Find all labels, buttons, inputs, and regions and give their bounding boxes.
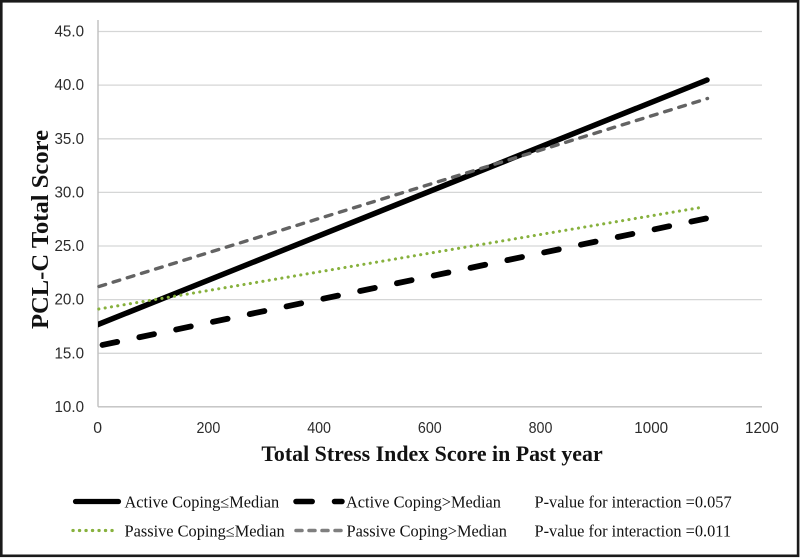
svg-text:400: 400 bbox=[307, 420, 331, 437]
svg-text:15.0: 15.0 bbox=[55, 345, 85, 362]
svg-text:10.0: 10.0 bbox=[55, 399, 85, 416]
svg-text:1000: 1000 bbox=[634, 420, 668, 437]
svg-text:35.0: 35.0 bbox=[55, 131, 85, 148]
svg-text:25.0: 25.0 bbox=[55, 238, 85, 255]
svg-text:200: 200 bbox=[197, 420, 221, 437]
svg-text:20.0: 20.0 bbox=[55, 292, 85, 309]
svg-text:30.0: 30.0 bbox=[55, 184, 85, 201]
svg-text:40.0: 40.0 bbox=[55, 77, 85, 94]
svg-text:PCL-C Total Score: PCL-C Total Score bbox=[27, 130, 54, 329]
svg-text:1200: 1200 bbox=[745, 420, 779, 437]
svg-text:Total Stress Index Score in Pa: Total Stress Index Score in Past year bbox=[261, 441, 603, 466]
svg-text:Passive Coping>Median: Passive Coping>Median bbox=[347, 522, 507, 541]
svg-text:600: 600 bbox=[418, 420, 442, 437]
svg-text:800: 800 bbox=[529, 420, 553, 437]
svg-text:0: 0 bbox=[93, 420, 102, 437]
svg-text:45.0: 45.0 bbox=[55, 24, 85, 41]
svg-text:P-value for interaction =0.057: P-value for interaction =0.057 bbox=[535, 493, 732, 512]
svg-text:Passive Coping≤Median: Passive Coping≤Median bbox=[125, 522, 285, 541]
svg-text:Active Coping≤Median: Active Coping≤Median bbox=[125, 493, 280, 512]
svg-text:P-value for interaction =0.011: P-value for interaction =0.011 bbox=[535, 522, 732, 541]
svg-text:Active Coping>Median: Active Coping>Median bbox=[346, 493, 501, 512]
